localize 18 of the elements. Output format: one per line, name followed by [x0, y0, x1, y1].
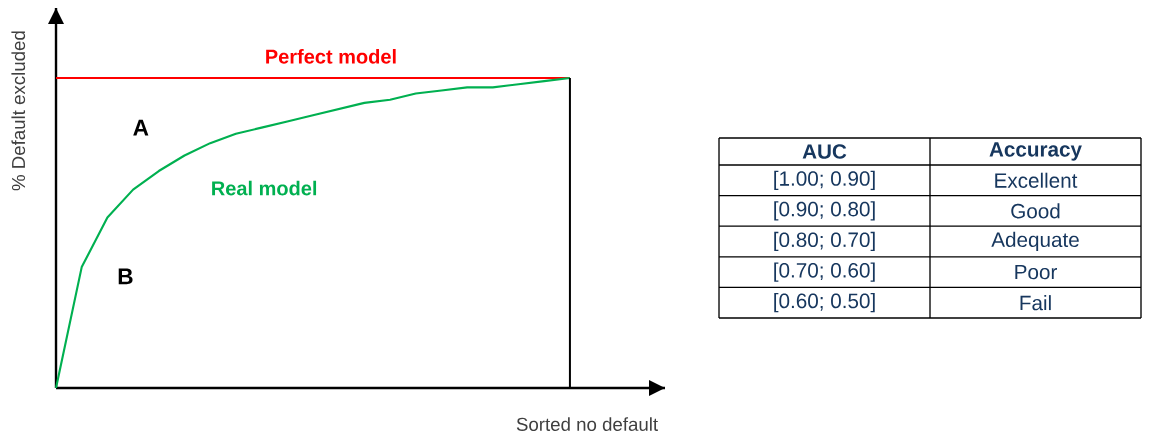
- y-axis-title: % Default excluded: [11, 31, 26, 191]
- text: Accuracy: [989, 142, 1082, 161]
- annotation: B: [118, 268, 133, 285]
- series-label: Real model: [212, 180, 317, 196]
- text: AUC: [802, 143, 847, 159]
- text: Poor: [1015, 264, 1057, 280]
- annotation: A: [133, 119, 149, 136]
- x-axis-title: Sorted no default: [516, 417, 658, 431]
- text: Excellent: [995, 172, 1078, 188]
- series-label: Perfect model: [266, 48, 396, 64]
- text: [1.00; 0.90]: [774, 170, 875, 190]
- text: Good: [1011, 203, 1060, 219]
- text: Fail: [1020, 294, 1051, 311]
- text: [0.70; 0.60]: [774, 262, 875, 282]
- text: [0.90; 0.80]: [774, 201, 875, 221]
- text: [0.60; 0.50]: [774, 292, 875, 313]
- text: Adequate: [991, 231, 1079, 251]
- text: [0.80; 0.70]: [774, 231, 875, 251]
